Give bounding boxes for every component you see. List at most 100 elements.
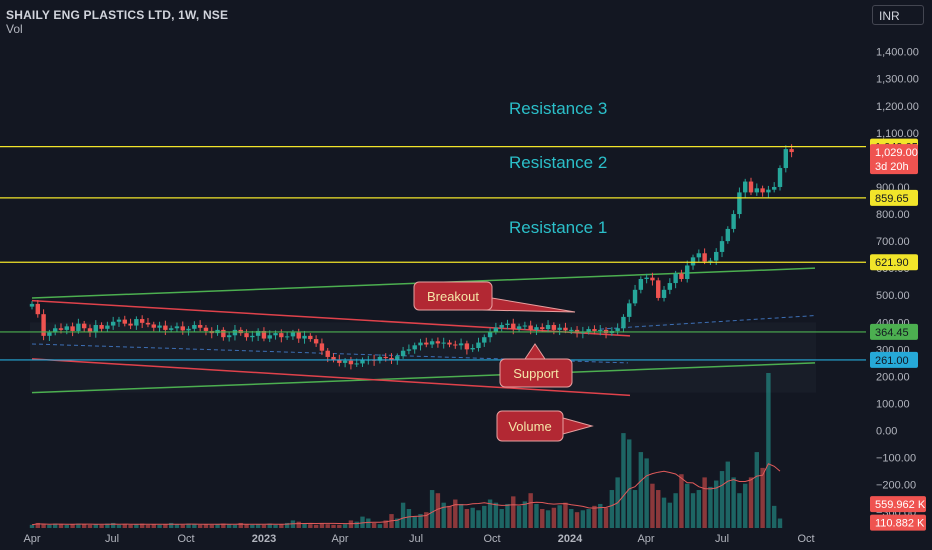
candle-body <box>110 321 116 326</box>
callout-label: Volume <box>508 419 551 434</box>
volume-bar <box>64 524 69 528</box>
volume-bar <box>70 524 75 528</box>
volume-bar <box>418 514 423 528</box>
volume-bar <box>377 524 383 528</box>
candle-body <box>505 323 510 326</box>
candle-body <box>690 257 696 266</box>
candle-body <box>163 325 168 330</box>
candle-body <box>116 319 122 322</box>
volume-bar <box>685 483 690 528</box>
candle-body <box>325 350 330 357</box>
volume-bar <box>325 524 330 528</box>
candle-body <box>29 303 35 307</box>
candle-body <box>487 331 493 338</box>
candle-body <box>516 326 522 330</box>
volume-bar <box>464 509 470 528</box>
volume-bar <box>412 516 417 528</box>
volume-bar <box>766 373 771 528</box>
volume-value-tag <box>870 496 926 513</box>
resistance-annotation: Resistance 1 <box>509 218 607 237</box>
volume-bar <box>603 507 609 528</box>
volume-bar <box>76 523 81 528</box>
candle-body <box>331 356 336 360</box>
time-tick-label: Oct <box>483 533 500 545</box>
volume-bar <box>470 507 475 528</box>
candle-body <box>528 325 533 330</box>
candle-body <box>493 327 499 332</box>
volume-bar <box>592 505 597 528</box>
volume-bar <box>128 524 133 528</box>
volume-bar <box>551 507 557 528</box>
downtrend-lower-red-line <box>31 358 631 397</box>
volume-bar <box>690 493 696 528</box>
volume-bar <box>279 524 284 528</box>
candles <box>29 144 794 370</box>
level-price-tag <box>870 351 918 368</box>
volume-bar <box>632 490 638 528</box>
time-tick-label: 2023 <box>252 533 276 545</box>
volume-bar <box>58 524 64 528</box>
currency-button[interactable]: INR <box>872 5 924 25</box>
candle-body <box>632 289 638 304</box>
level-price-tag-label: 261.00 <box>875 355 909 367</box>
candle-body <box>261 330 267 339</box>
candle-body <box>93 325 98 333</box>
candle-body <box>777 168 783 187</box>
level-price-tag <box>870 254 918 271</box>
volume-bar <box>41 524 46 528</box>
candle-body <box>470 348 475 350</box>
price-axis[interactable]: 1,400.001,300.001,200.001,100.00900.0080… <box>866 0 932 550</box>
price-tick-label: −100.00 <box>876 453 916 465</box>
volume-bar <box>748 477 754 528</box>
candle-body <box>279 333 284 338</box>
volume-bar <box>93 524 98 528</box>
candle-body <box>476 342 481 349</box>
volume-bar <box>221 523 226 528</box>
volume-bar <box>354 521 359 528</box>
candle-body <box>522 325 528 327</box>
volume-bar <box>644 458 649 528</box>
price-tick-label: 100.00 <box>876 399 910 411</box>
candle-body <box>464 343 470 350</box>
candle-body <box>383 356 388 359</box>
volume-bar <box>574 512 580 528</box>
candle-body <box>174 326 180 329</box>
candle-body <box>719 241 725 252</box>
volume-bar <box>424 512 429 528</box>
volume-bar <box>737 493 742 528</box>
level-price-tag-label: 859.65 <box>875 193 909 205</box>
volume-bar <box>545 510 551 528</box>
candle-body <box>203 327 209 331</box>
candle-body <box>87 328 93 333</box>
volume-bar <box>435 493 441 528</box>
volume-bar <box>203 524 209 528</box>
volume-bar <box>116 524 122 528</box>
volume-indicator-label[interactable]: Vol <box>6 22 23 36</box>
candle-body <box>250 335 255 338</box>
volume-bar <box>772 505 777 528</box>
volume-bar <box>447 505 452 528</box>
candle-body <box>482 337 487 343</box>
volume-bar <box>429 490 435 528</box>
candle-body <box>702 253 707 262</box>
candle-body <box>743 181 748 193</box>
candle-body <box>157 325 162 328</box>
volume-bar <box>609 490 615 528</box>
volume-bar <box>209 524 214 528</box>
volume-bar <box>174 524 180 528</box>
volume-bar <box>656 490 661 528</box>
candle-body <box>290 332 296 337</box>
candle-body <box>348 360 354 365</box>
volume-bar <box>487 499 493 528</box>
volume-bar <box>313 524 319 528</box>
candle-body <box>360 360 365 364</box>
candle-body <box>302 335 307 339</box>
volume-bar <box>719 471 725 528</box>
time-axis[interactable]: Apr Jul Oct 2023 Apr Jul Oct 2024 Apr Jul Oct <box>23 533 814 545</box>
volume-bar <box>139 523 145 528</box>
candle-body <box>41 314 46 336</box>
volume-bar <box>250 524 255 528</box>
volume-bar <box>476 510 481 528</box>
volume-value-label: 110.882 K <box>875 518 925 530</box>
